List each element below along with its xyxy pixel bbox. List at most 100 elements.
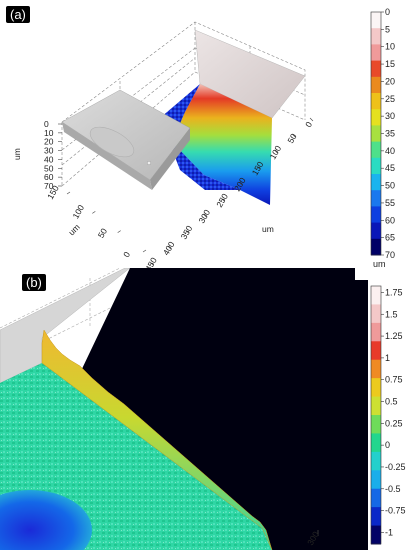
x-tick-mark <box>238 181 243 186</box>
trench-region-b <box>80 268 368 550</box>
x-tick-mark <box>274 149 278 154</box>
colorbar-segment <box>371 238 381 256</box>
z-tick-label: 40 <box>44 154 54 164</box>
colorbar-segment <box>371 60 381 78</box>
z-tick-label: 60 <box>44 172 54 182</box>
x-tick-label: 50 <box>285 132 299 145</box>
colorbar-tick-label: -1 <box>385 527 393 537</box>
x-tick-mark <box>167 245 171 250</box>
colorbar-tick-label: 10 <box>385 42 395 52</box>
colorbar-segment <box>371 341 381 361</box>
colorbar-tick-label: 1.25 <box>385 331 403 341</box>
colorbar-b: 1.75 1.5 1.25 1 0.75 0.5 0.25 0 -0.25 -0.5 -0.75 -1 <box>370 285 406 545</box>
colorbar-tick-label: 50 <box>385 181 395 191</box>
z-tick-label: 30 <box>44 146 54 156</box>
x-tick-mark <box>149 261 154 266</box>
z-tick-label: 20 <box>44 137 54 147</box>
pit-b <box>0 490 92 550</box>
colorbar-segment <box>371 525 381 545</box>
y-tick-label: 0 <box>121 250 132 259</box>
colorbar-segment <box>371 174 381 191</box>
colorbar-segment <box>371 157 381 175</box>
x-tick-label: 250 <box>214 191 230 209</box>
y-tick-label: 100 <box>70 203 86 221</box>
front-slab-side <box>150 128 190 190</box>
y-tick-mark <box>142 249 147 253</box>
panel-b: 300 1.75 1.5 1.25 1 0.75 0.5 0.25 0 -0.25 -0.5 -0.… <box>0 268 411 550</box>
z-tick-label: 0 <box>44 119 49 129</box>
side-wall-b <box>0 268 131 384</box>
colorbar-segment <box>371 190 381 207</box>
colorbar-segment <box>371 433 381 453</box>
colorbar-tick-label: 0 <box>385 7 390 17</box>
colorbar-tick-label: -0.25 <box>385 462 406 472</box>
colorbar-tick-label: 0.25 <box>385 418 403 428</box>
colorbar-tick-label: 0.75 <box>385 375 403 385</box>
colorbar-tick-label: 40 <box>385 146 395 156</box>
colorbar-segment <box>371 359 381 379</box>
edge-ridge-b <box>41 329 273 550</box>
y-tick-mark <box>66 191 71 195</box>
colorbar-segment <box>371 12 381 29</box>
colorbar-segment <box>371 396 381 416</box>
colorbar-segment <box>371 141 381 159</box>
trench-floor <box>160 84 240 190</box>
colorbar-segment <box>371 304 381 324</box>
colorbar-segment <box>371 470 381 490</box>
x-tick-mark <box>220 197 225 202</box>
y-tick-label: 50 <box>96 226 110 239</box>
colorbar-tick-label: 30 <box>385 111 395 121</box>
colorbar-tick-label: 0 <box>385 440 390 450</box>
panel-label-b: (b) <box>22 274 46 291</box>
z-tick-label: 70 <box>44 181 54 191</box>
y-tick-mark <box>92 211 96 214</box>
colorbar-tick-label: 60 <box>385 215 395 225</box>
panel-a: (a) <box>0 0 411 268</box>
x-tick-mark <box>256 165 260 170</box>
colorbar-tick-label: 1.5 <box>385 309 398 319</box>
step-wall <box>172 84 272 205</box>
surface-plot-b: 300 1.751.51.2510.750.50.250-0.25-0.5-0.… <box>0 268 406 550</box>
colorbar-tick-label: -0.75 <box>385 506 406 516</box>
colorbar-tick-label: -0.5 <box>385 484 401 494</box>
x-axis-unit: um <box>262 224 274 234</box>
colorbar-tick-label: 20 <box>385 76 395 86</box>
colorbar-segment <box>371 93 381 110</box>
slab-dot <box>146 160 151 165</box>
colorbar-tick-label: 1 <box>385 353 390 363</box>
x-tick-mark <box>185 229 189 234</box>
colorbar-unit: um <box>373 259 386 268</box>
x-tick-label: 400 <box>161 239 177 257</box>
colorbar-segment <box>371 125 381 143</box>
colorbar-tick-label: 55 <box>385 198 395 208</box>
colorbar-tick-label: 1.75 <box>385 287 403 297</box>
colorbar-segment <box>371 286 381 305</box>
y-axis-unit: um <box>66 222 81 237</box>
colorbar-tick-label: 70 <box>385 250 395 260</box>
front-slab-front <box>62 122 152 190</box>
colorbar-tick-label: 65 <box>385 233 395 243</box>
colorbar-tick-label: 15 <box>385 59 395 69</box>
colorbar-segment <box>371 109 381 126</box>
z-axis-unit: um <box>12 148 22 160</box>
colorbar-segment <box>371 507 381 527</box>
colorbar-tick-label: 35 <box>385 129 395 139</box>
x-tick-label: 300 <box>196 207 212 225</box>
x-tick-label: 0 <box>303 120 314 129</box>
colorbar-tick-label: 25 <box>385 94 395 104</box>
colorbar-segment <box>371 76 381 94</box>
x-tick-mark <box>203 213 207 218</box>
panel-label-a: (a) <box>6 6 30 23</box>
colorbar-segment <box>371 44 381 62</box>
colorbar-tick-label: 5 <box>385 24 390 34</box>
colorbar-segment <box>371 322 381 342</box>
z-tick-label: 50 <box>44 163 54 173</box>
x-tick-mark <box>292 133 296 138</box>
lower-surface-b <box>0 343 272 550</box>
colorbar-segment <box>371 488 381 508</box>
x-tick-label: 450 <box>143 255 159 268</box>
colorbar-segment <box>371 378 381 398</box>
